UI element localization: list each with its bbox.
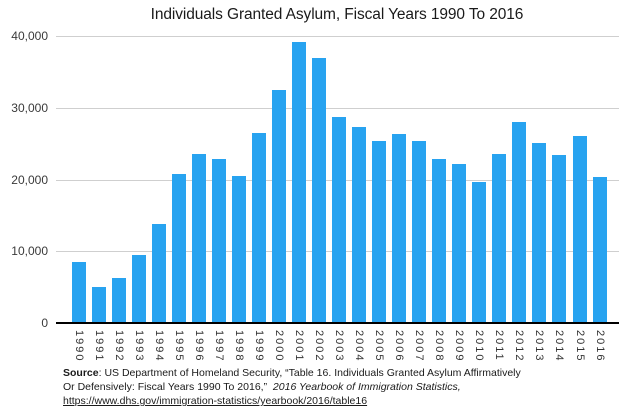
- bar-2005: [372, 141, 386, 323]
- x-axis-label-2015: 2015: [574, 330, 586, 363]
- source-text-line1: : US Department of Homeland Security, “T…: [98, 367, 521, 379]
- bar-2003: [332, 117, 346, 323]
- bar-2010: [472, 182, 486, 323]
- y-axis-label-10,000: 10,000: [11, 244, 48, 258]
- x-axis-label-1998: 1998: [233, 330, 245, 363]
- gridline-30,000: [56, 108, 619, 109]
- chart-title: Individuals Granted Asylum, Fiscal Years…: [150, 6, 524, 23]
- x-axis-label-1999: 1999: [253, 330, 265, 363]
- bar-1994: [152, 224, 166, 323]
- x-axis-label-2009: 2009: [453, 330, 465, 363]
- y-axis-label-0: 0: [41, 316, 48, 330]
- bar-1997: [212, 159, 226, 323]
- x-axis-label-2010: 2010: [473, 330, 485, 363]
- x-axis-label-1991: 1991: [93, 330, 105, 363]
- bar-1998: [232, 176, 246, 323]
- bar-2015: [573, 136, 587, 323]
- bar-2016: [593, 177, 607, 323]
- bar-1996: [192, 154, 206, 323]
- x-axis-label-1990: 1990: [73, 330, 85, 363]
- bar-1992: [112, 278, 126, 323]
- x-axis-label-1993: 1993: [133, 330, 145, 363]
- x-axis-label-2007: 2007: [413, 330, 425, 363]
- source-text-line2: Or Defensively: Fiscal Years 1990 To 201…: [63, 381, 273, 393]
- x-axis-label-1996: 1996: [193, 330, 205, 363]
- x-axis-label-2003: 2003: [333, 330, 345, 363]
- source-citation-italic: 2016 Yearbook of Immigration Statistics,: [272, 381, 461, 393]
- bar-1995: [172, 174, 186, 323]
- x-axis-label-1997: 1997: [213, 330, 225, 363]
- gridline-40,000: [56, 36, 619, 37]
- x-axis-label-2002: 2002: [313, 330, 325, 363]
- bar-2002: [312, 58, 326, 323]
- x-axis-label-1992: 1992: [113, 330, 125, 363]
- x-axis-label-2012: 2012: [513, 330, 525, 363]
- x-axis-label-1995: 1995: [173, 330, 185, 363]
- x-axis-line: [56, 322, 619, 324]
- bar-2007: [412, 141, 426, 323]
- bar-2004: [352, 127, 366, 323]
- bar-2008: [432, 159, 446, 323]
- bar-2013: [532, 143, 546, 323]
- x-axis-label-2006: 2006: [393, 330, 405, 363]
- x-axis-label-2001: 2001: [293, 330, 305, 363]
- y-axis-label-40,000: 40,000: [11, 29, 48, 43]
- bar-2000: [272, 90, 286, 323]
- bar-2012: [512, 122, 526, 323]
- x-axis-label-2016: 2016: [594, 330, 606, 363]
- x-axis-label-2004: 2004: [353, 330, 365, 363]
- x-axis-label-2005: 2005: [373, 330, 385, 363]
- bar-1991: [92, 287, 106, 323]
- y-axis-label-20,000: 20,000: [11, 173, 48, 187]
- y-axis-label-30,000: 30,000: [11, 101, 48, 115]
- bar-2006: [392, 134, 406, 323]
- source-note: Source: US Department of Homeland Securi…: [63, 366, 603, 408]
- x-axis-label-2000: 2000: [273, 330, 285, 363]
- bar-2011: [492, 154, 506, 323]
- bar-2014: [552, 155, 566, 323]
- source-link[interactable]: https://www.dhs.gov/immigration-statisti…: [63, 395, 368, 407]
- x-axis-label-1994: 1994: [153, 330, 165, 363]
- x-axis-label-2008: 2008: [433, 330, 445, 363]
- x-axis-label-2011: 2011: [493, 330, 505, 362]
- source-label: Source: [63, 367, 99, 379]
- x-axis-label-2013: 2013: [533, 330, 545, 363]
- bar-1990: [72, 262, 86, 323]
- bar-1993: [132, 255, 146, 323]
- bar-2009: [452, 164, 466, 323]
- bar-1999: [252, 133, 266, 323]
- x-axis-label-2014: 2014: [553, 330, 565, 363]
- bar-2001: [292, 42, 306, 323]
- plot-area: 1990 1991 1992 1993 1994 1995 1996 1997 1998 1999…: [56, 36, 619, 362]
